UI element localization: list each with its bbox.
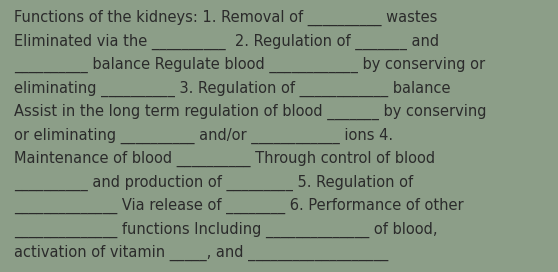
Text: eliminating __________ 3. Regulation of ____________ balance: eliminating __________ 3. Regulation of … <box>14 81 450 97</box>
Text: __________ and production of _________ 5. Regulation of: __________ and production of _________ 5… <box>14 175 413 191</box>
Text: Maintenance of blood __________ Through control of blood: Maintenance of blood __________ Through … <box>14 151 435 167</box>
Text: Assist in the long term regulation of blood _______ by conserving: Assist in the long term regulation of bl… <box>14 104 487 120</box>
Text: ______________ functions Including ______________ of blood,: ______________ functions Including _____… <box>14 221 437 238</box>
Text: activation of vitamin _____, and ___________________: activation of vitamin _____, and _______… <box>14 245 388 261</box>
Text: or eliminating __________ and/or ____________ ions 4.: or eliminating __________ and/or _______… <box>14 128 393 144</box>
Text: Functions of the kidneys: 1. Removal of __________ wastes: Functions of the kidneys: 1. Removal of … <box>14 10 437 26</box>
Text: __________ balance Regulate blood ____________ by conserving or: __________ balance Regulate blood ______… <box>14 57 485 73</box>
Text: Eliminated via the __________  2. Regulation of _______ and: Eliminated via the __________ 2. Regulat… <box>14 33 439 50</box>
Text: ______________ Via release of ________ 6. Performance of other: ______________ Via release of ________ 6… <box>14 198 464 214</box>
